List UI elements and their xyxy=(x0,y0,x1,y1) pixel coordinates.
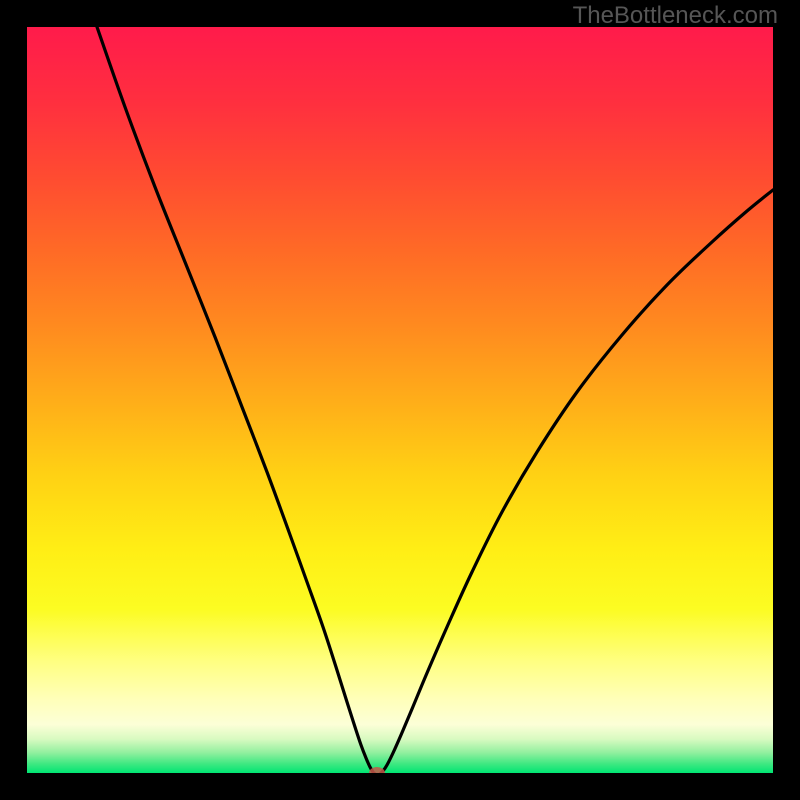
curve-left xyxy=(97,27,375,773)
watermark-text: TheBottleneck.com xyxy=(573,2,778,30)
curve-layer xyxy=(27,27,773,773)
plot-area xyxy=(27,27,773,773)
curve-right xyxy=(380,190,773,773)
chart-frame: TheBottleneck.com xyxy=(0,0,800,800)
